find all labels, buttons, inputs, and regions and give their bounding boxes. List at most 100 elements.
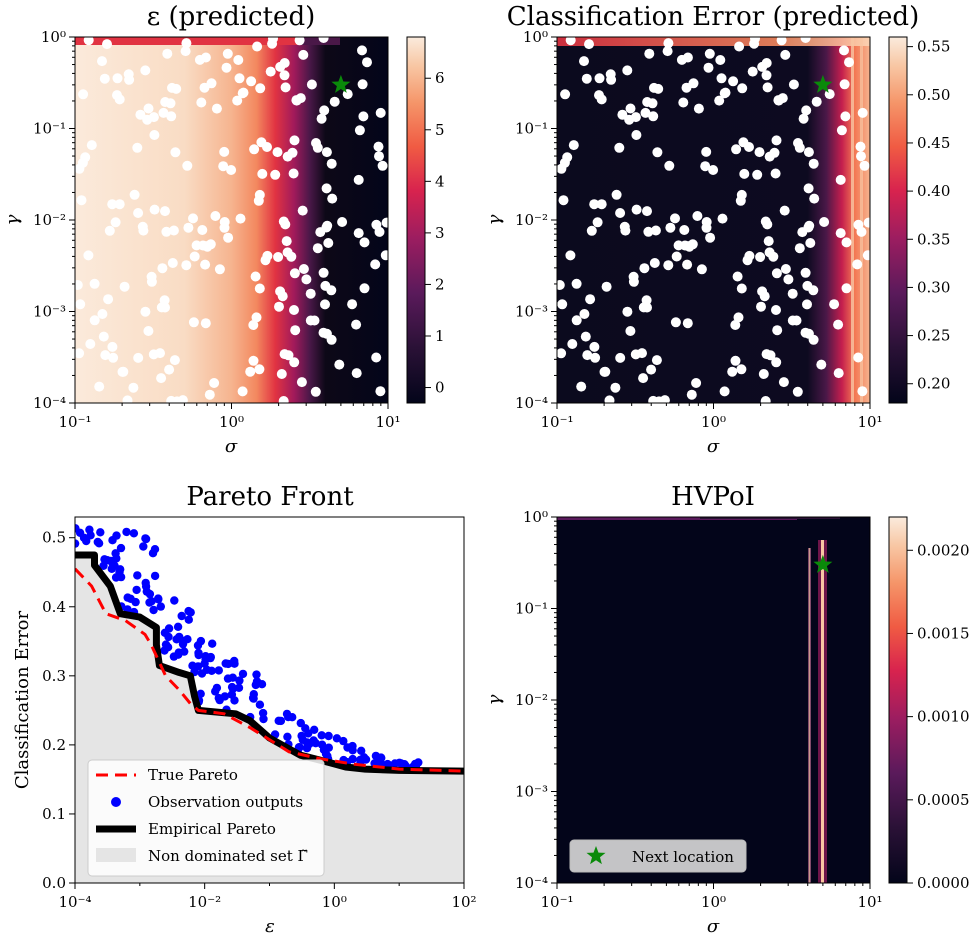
- colorbar-tick-label: 0.45: [917, 134, 950, 152]
- observation-output-point: [94, 539, 104, 548]
- observation-point: [788, 79, 799, 90]
- observation-point: [238, 87, 249, 98]
- observation-output-point: [196, 689, 205, 698]
- observation-point: [80, 152, 91, 163]
- observation-point: [819, 217, 830, 227]
- observation-point: [571, 278, 582, 289]
- observation-output-point: [208, 639, 217, 648]
- observation-point: [362, 57, 372, 68]
- observation-point: [289, 268, 300, 279]
- colorbar-tick-label: 0.25: [917, 327, 950, 345]
- observation-point: [557, 299, 568, 310]
- observation-point: [791, 315, 802, 326]
- observation-point: [161, 226, 172, 237]
- observation-point: [771, 268, 782, 279]
- clf-next-location: [813, 74, 833, 93]
- hvpoi-next-location: [813, 554, 833, 573]
- colorbar-tick-label: 1: [435, 327, 445, 345]
- observation-point: [703, 62, 714, 73]
- observation-point: [334, 359, 345, 370]
- observation-output-point: [148, 549, 158, 558]
- pareto-title: Pareto Front: [186, 482, 354, 512]
- observation-point: [318, 37, 329, 43]
- colorbar-tick-label: 0.0010: [917, 708, 970, 726]
- observation-point: [811, 96, 822, 107]
- observation-point: [771, 135, 782, 146]
- observation-point: [112, 73, 123, 84]
- colorbar-tick-label: 0.50: [917, 86, 950, 104]
- observation-point: [715, 55, 726, 65]
- observation-point: [169, 355, 180, 366]
- observation-point: [312, 142, 323, 153]
- observation-point: [855, 141, 866, 152]
- observation-output-point: [111, 549, 120, 558]
- observation-point: [172, 396, 182, 403]
- observation-point: [708, 165, 719, 175]
- observation-point: [282, 247, 293, 258]
- hvpoi-xlabel: σ: [707, 916, 720, 937]
- observation-point: [589, 341, 600, 352]
- observation-point: [257, 168, 268, 179]
- observation-point: [202, 241, 213, 252]
- observation-point: [728, 76, 739, 87]
- observation-output-point: [200, 659, 209, 668]
- observation-point: [359, 283, 370, 294]
- observation-output-point: [133, 571, 142, 580]
- observation-point: [316, 113, 327, 124]
- observation-point: [777, 93, 788, 104]
- observation-point: [804, 220, 815, 231]
- observation-point: [754, 147, 765, 158]
- observation-point: [278, 216, 289, 227]
- observation-point: [254, 364, 265, 375]
- observation-point: [700, 161, 711, 172]
- observation-point: [315, 227, 326, 238]
- observation-point: [321, 328, 332, 339]
- eps-top-band: [75, 37, 335, 45]
- observation-output-point: [252, 670, 261, 679]
- observation-point: [273, 252, 284, 262]
- observation-point: [640, 107, 651, 118]
- true-pareto-line: [75, 567, 464, 773]
- observation-point: [132, 142, 143, 153]
- y-tick-label: 10⁻²: [515, 211, 548, 229]
- observation-point: [248, 320, 259, 330]
- observation-point: [705, 232, 716, 243]
- observation-point: [255, 83, 266, 94]
- observation-point: [76, 195, 87, 206]
- observation-point: [143, 326, 154, 336]
- observation-output-point: [96, 528, 105, 537]
- clf-right-stripe-1: [851, 37, 854, 403]
- observation-point: [560, 89, 571, 100]
- observation-point: [719, 386, 730, 397]
- observation-output-point: [100, 555, 109, 564]
- observation-point: [329, 96, 340, 107]
- observation-point: [631, 130, 642, 140]
- colorbar-tick-label: 6: [435, 69, 445, 87]
- y-tick-label: 10⁻³: [515, 783, 548, 801]
- observation-point: [219, 146, 230, 157]
- observation-point: [357, 79, 368, 90]
- observation-point: [97, 309, 108, 319]
- observation-point: [265, 66, 276, 77]
- observation-point: [571, 315, 582, 326]
- colorbar-tick-label: 0.30: [917, 278, 950, 296]
- observation-point: [310, 386, 321, 397]
- observation-output-point: [276, 716, 286, 726]
- observation-point: [158, 107, 169, 118]
- observation-point: [691, 378, 702, 388]
- observation-point: [233, 55, 244, 65]
- observation-point: [110, 217, 121, 228]
- observation-point: [760, 216, 771, 227]
- observation-point: [787, 288, 798, 299]
- legend-observation-swatch: [111, 797, 121, 807]
- y-tick-label: 10⁻⁴: [515, 394, 548, 412]
- observation-output-point: [150, 571, 160, 581]
- observation-point: [557, 280, 565, 290]
- observation-point: [622, 306, 633, 317]
- observation-point: [353, 174, 364, 185]
- observation-point: [281, 236, 292, 247]
- hvpoi-ridge-left: [808, 548, 811, 883]
- observation-point: [857, 386, 868, 397]
- observation-point: [857, 107, 868, 118]
- observation-point: [625, 103, 636, 114]
